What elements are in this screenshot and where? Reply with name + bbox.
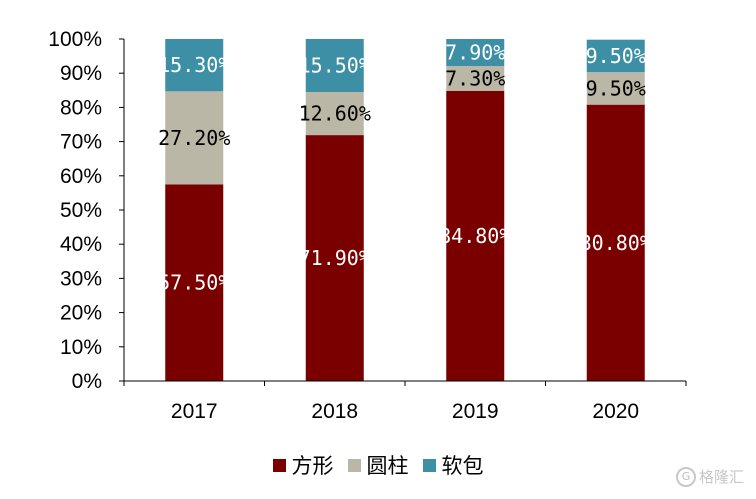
data-label-fangxing-2018: 71.90%: [299, 246, 371, 270]
data-label-ruanbao-2017: 15.30%: [158, 53, 230, 77]
data-label-fangxing-2020: 80.80%: [580, 231, 652, 255]
legend-item-fangxing: 方形: [272, 450, 334, 480]
y-tick-label-0: 0%: [72, 370, 102, 393]
y-tick-label-4: 40%: [60, 233, 102, 256]
legend-swatch-fangxing: [272, 458, 286, 472]
bar-yuanzhu-2017: [165, 91, 224, 185]
bar-fangxing-2019: [446, 90, 505, 381]
data-label-yuanzhu-2019: 7.30%: [445, 67, 505, 91]
y-tick-label-8: 80%: [60, 96, 102, 119]
legend-swatch-yuanzhu: [347, 458, 361, 472]
y-tick-label-6: 60%: [60, 165, 102, 188]
legend: 方形 圆柱 软包: [0, 450, 756, 480]
bar-ruanbao-2018: [305, 39, 364, 93]
y-tick-label-10: 100%: [48, 28, 102, 51]
x-tick-label-2020: 2020: [592, 400, 639, 423]
legend-item-yuanzhu: 圆柱: [347, 450, 409, 480]
bar-fangxing-2018: [305, 135, 364, 381]
y-tick-label-5: 50%: [60, 199, 102, 222]
legend-label-yuanzhu: 圆柱: [366, 454, 409, 478]
y-tick-label-9: 90%: [60, 62, 102, 85]
data-label-yuanzhu-2018: 12.60%: [299, 102, 371, 126]
watermark-logo-icon: G: [676, 466, 696, 487]
chart: 57.50% 27.20% 15.30% 71.90% 12.60% 15.50% 84.8…: [48, 28, 687, 423]
bar-ruanbao-2019: [446, 39, 505, 67]
bar-yuanzhu-2019: [446, 66, 505, 91]
x-tick-label-2017: 2017: [171, 400, 218, 423]
bars-group: [165, 39, 645, 381]
data-label-fangxing-2017: 57.50%: [158, 271, 230, 295]
data-label-ruanbao-2020: 9.50%: [586, 44, 646, 68]
bar-yuanzhu-2018: [305, 92, 364, 136]
bar-ruanbao-2020: [586, 39, 645, 73]
legend-label-ruanbao: 软包: [441, 454, 484, 478]
data-label-yuanzhu-2020: 9.50%: [586, 76, 646, 100]
bar-fangxing-2017: [165, 184, 224, 381]
watermark: G 格隆汇: [676, 466, 744, 487]
legend-swatch-ruanbao: [422, 458, 436, 472]
bar-ruanbao-2017: [165, 39, 224, 92]
y-tick-label-3: 30%: [60, 267, 102, 290]
data-labels-group: 57.50% 27.20% 15.30% 71.90% 12.60% 15.50% 84.8…: [158, 41, 652, 295]
bar-yuanzhu-2020: [586, 72, 645, 105]
y-tick-label-1: 10%: [60, 336, 102, 359]
y-tick-label-2: 20%: [60, 302, 102, 325]
legend-item-ruanbao: 软包: [422, 450, 484, 480]
y-tick-label-7: 70%: [60, 131, 102, 154]
data-label-ruanbao-2019: 7.90%: [445, 41, 505, 65]
watermark-text: 格隆汇: [699, 468, 745, 486]
legend-label-fangxing: 方形: [291, 454, 334, 478]
data-label-yuanzhu-2017: 27.20%: [158, 126, 230, 150]
x-tick-label-2019: 2019: [452, 400, 499, 423]
axes-group: 2017 2018 2019 2020 0% 10% 20% 30% 40% 50% 60% 70% 8…: [48, 28, 687, 423]
data-label-fangxing-2019: 84.80%: [439, 224, 511, 248]
x-tick-label-2018: 2018: [311, 400, 358, 423]
bar-fangxing-2020: [586, 104, 645, 381]
data-label-ruanbao-2018: 15.50%: [299, 54, 371, 78]
